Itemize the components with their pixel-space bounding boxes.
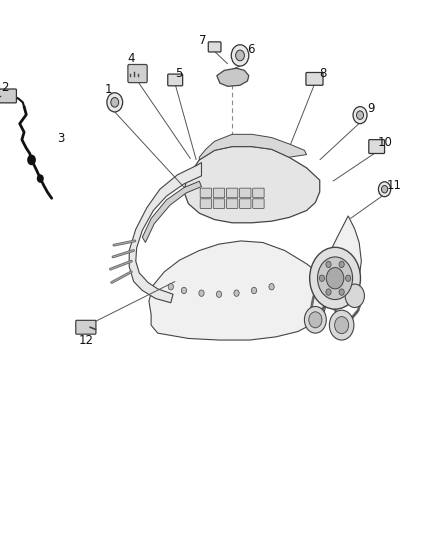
Circle shape [346,275,351,281]
Polygon shape [217,68,249,86]
Circle shape [199,290,204,296]
Circle shape [107,93,123,112]
FancyBboxPatch shape [240,199,251,208]
Circle shape [37,174,44,183]
FancyBboxPatch shape [213,188,225,198]
Circle shape [339,289,344,295]
FancyBboxPatch shape [253,188,264,198]
Polygon shape [142,181,201,243]
FancyBboxPatch shape [369,140,385,154]
Circle shape [111,98,119,107]
Circle shape [181,287,187,294]
FancyBboxPatch shape [0,89,17,103]
Circle shape [168,284,173,290]
Text: 8: 8 [320,67,327,80]
Circle shape [251,287,257,294]
Circle shape [318,257,353,300]
Text: 12: 12 [78,334,93,346]
Text: 2: 2 [0,81,8,94]
Circle shape [326,261,331,268]
Polygon shape [199,134,307,160]
Circle shape [335,317,349,334]
FancyBboxPatch shape [226,199,238,208]
FancyBboxPatch shape [213,199,225,208]
FancyBboxPatch shape [200,199,212,208]
Polygon shape [129,163,201,303]
FancyBboxPatch shape [226,188,238,198]
Circle shape [326,268,344,289]
Circle shape [236,50,244,61]
Text: 4: 4 [127,52,135,65]
Circle shape [329,310,354,340]
Circle shape [353,107,367,124]
Circle shape [378,182,391,197]
Text: 7: 7 [198,34,206,47]
FancyBboxPatch shape [76,320,96,334]
Polygon shape [149,216,361,340]
FancyBboxPatch shape [200,188,212,198]
Circle shape [310,247,360,309]
Circle shape [304,306,326,333]
Text: 11: 11 [387,179,402,192]
Circle shape [27,155,36,165]
Text: 6: 6 [247,43,254,55]
Circle shape [231,45,249,66]
FancyBboxPatch shape [128,64,147,83]
Circle shape [357,111,364,119]
Circle shape [345,284,364,308]
FancyBboxPatch shape [168,74,183,86]
Circle shape [234,290,239,296]
Text: 1: 1 [105,83,113,96]
Text: 10: 10 [378,136,393,149]
Circle shape [326,289,331,295]
Circle shape [339,261,344,268]
FancyBboxPatch shape [253,199,264,208]
Circle shape [269,284,274,290]
Circle shape [309,312,322,328]
Circle shape [381,185,388,193]
Circle shape [319,275,325,281]
FancyBboxPatch shape [306,72,323,85]
Text: 9: 9 [367,102,375,115]
Circle shape [216,291,222,297]
Text: 3: 3 [58,132,65,145]
FancyBboxPatch shape [240,188,251,198]
Polygon shape [184,147,320,223]
Text: 5: 5 [175,67,182,80]
FancyBboxPatch shape [208,42,221,52]
